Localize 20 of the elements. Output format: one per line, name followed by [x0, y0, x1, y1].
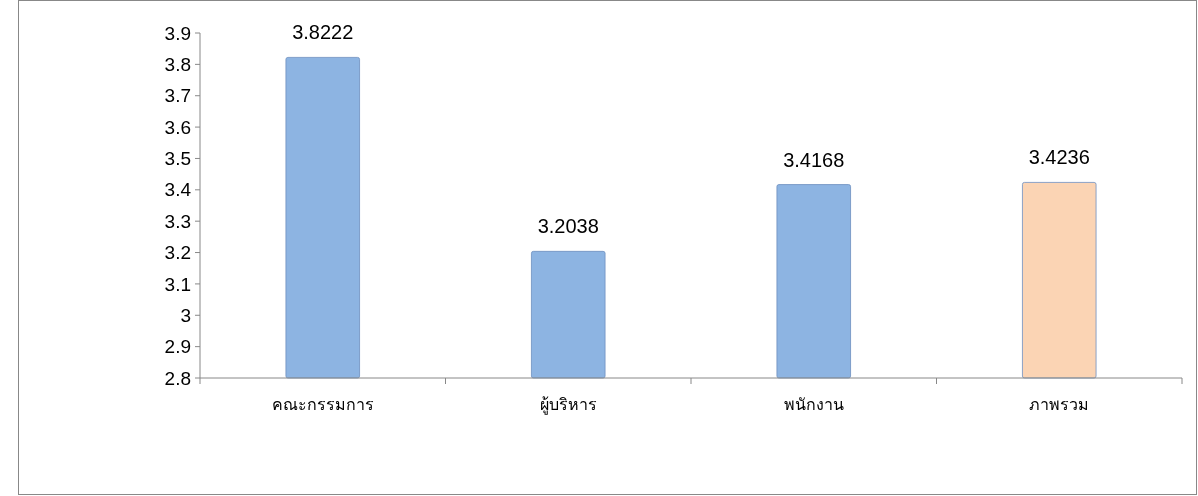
y-tick-label: 3.1 [164, 273, 191, 295]
y-tick-label: 3.6 [164, 116, 191, 138]
y-tick-label: 2.8 [164, 367, 191, 389]
y-tick-label: 3.4 [164, 179, 192, 201]
data-label: 3.4168 [783, 148, 845, 171]
y-tick-label: 2.9 [164, 336, 191, 358]
y-tick-label: 3.9 [164, 22, 191, 44]
x-tick-label: คณะกรรมการ [271, 396, 374, 413]
y-tick-label: 3 [180, 304, 191, 326]
data-label: 3.8222 [292, 21, 354, 44]
y-tick-label: 3.7 [164, 85, 191, 107]
y-tick-label: 3.8 [164, 54, 191, 76]
data-label: 3.4236 [1028, 146, 1090, 169]
x-tick-label: พนักงาน [783, 396, 844, 413]
y-tick-label: 3.5 [164, 148, 191, 170]
y-tick-label: 3.2 [164, 242, 191, 264]
y-tick-label: 3.3 [164, 210, 191, 232]
data-label: 3.2038 [537, 215, 599, 238]
x-tick-label: ภาพรวม [1029, 396, 1090, 413]
x-tick-label: ผู้บริหาร [539, 396, 597, 415]
